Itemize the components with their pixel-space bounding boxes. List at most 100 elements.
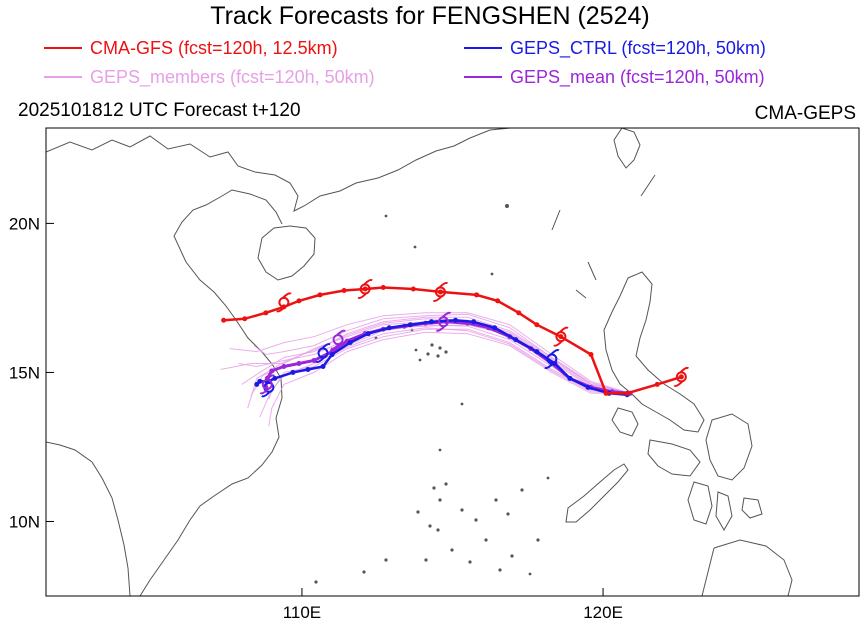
coastline-minor (551, 174, 656, 299)
x-tick-label-0: 110E (283, 603, 321, 622)
axis-ticks: 110E 120E 10N 15N 20N (9, 214, 623, 622)
geps-mean-typhoon-icon-0-arm-bottom (435, 325, 446, 332)
member-track-3 (268, 331, 631, 427)
track-layer (220, 278, 690, 427)
legend-label-geps-members: GEPS_members (fcst=120h, 50km) (90, 66, 375, 87)
member-track-6 (253, 313, 631, 394)
cma-gfs-typhoon-icon-1-arm-top (559, 326, 569, 333)
cma-gfs-point-15 (317, 292, 323, 298)
legend-cma-gfs: CMA-GFS (fcst=120h, 12.5km) (44, 36, 338, 60)
cma-gfs-point-5 (558, 334, 564, 340)
geps-ctrl-point-10 (428, 319, 434, 325)
legend-swatch-cma-gfs (44, 47, 82, 49)
geps-ctrl-point-9 (453, 317, 459, 323)
geo-layer (46, 128, 793, 596)
geps-mean-typhoon-icon-0 (435, 311, 452, 332)
geps-mean-typhoon-icon-1 (330, 329, 346, 350)
geps-ctrl-point-2 (585, 384, 591, 390)
geps-ctrl-point-17 (305, 366, 311, 372)
member-track-9 (247, 318, 631, 409)
geps-ctrl-point-11 (407, 322, 413, 328)
geps-ctrl-point-6 (513, 337, 519, 343)
cma-gfs-typhoon-icon-3 (357, 278, 373, 299)
cma-gfs-typhoon-icon-1-arm-bottom (553, 340, 563, 347)
coastline-leizhou (221, 189, 283, 225)
island-negros-cebu (687, 481, 733, 532)
geps-mean-typhoon-icon-2-arm-bottom (259, 388, 270, 395)
cma-gfs-point-4 (588, 352, 594, 358)
legend-geps-mean: GEPS_mean (fcst=120h, 50km) (464, 65, 765, 89)
geps-mean-typhoon-icon-1-arm-top (336, 329, 346, 336)
geps-mean-point-17 (296, 360, 302, 366)
island-taiwan (613, 128, 641, 169)
cma-gfs-point-0 (678, 374, 684, 380)
geps-ctrl-point-3 (567, 375, 573, 381)
geps-ctrl-point-16 (320, 363, 326, 369)
legend-swatch-geps-members (44, 76, 82, 78)
geps-ctrl-typhoon-icon-2-arm-top (550, 349, 560, 356)
coastline-gulf (46, 441, 131, 596)
y-tick-label-2: 20N (9, 214, 40, 233)
cma-gfs-point-3 (603, 390, 609, 396)
cma-gfs-point-12 (380, 284, 386, 290)
legend-label-geps-mean: GEPS_mean (fcst=120h, 50km) (510, 66, 765, 87)
island-mindoro (611, 407, 639, 437)
geps-mean-point-16 (311, 358, 317, 364)
island-palawan (565, 463, 629, 523)
cma-gfs-typhoon-icon-3-arm-bottom (357, 292, 367, 299)
cma-gfs-typhoon-icon-0-arm-top (679, 366, 690, 374)
legend-label-geps-ctrl: GEPS_CTRL (fcst=120h, 50km) (510, 37, 766, 58)
geps-mean-point-18 (281, 363, 287, 369)
legend-swatch-geps-mean (464, 76, 502, 78)
geps-ctrl-typhoon-icon-1-arm-top (267, 377, 277, 384)
member-track-2 (229, 312, 631, 394)
y-tick-label-0: 10N (9, 512, 40, 531)
cma-gfs-typhoon-icon-4-arm-top (282, 292, 292, 299)
member-track-7 (268, 327, 631, 400)
cma-gfs-point-10 (437, 289, 443, 295)
cma-gfs-typhoon-icon-0-arm-bottom (673, 380, 684, 387)
geps-mean-typhoon-icon-0-arm-top (441, 311, 452, 318)
geps-mean-typhoon-icon-2-arm-top (265, 374, 276, 381)
island-panay (647, 439, 701, 477)
cma-gfs-typhoon-icon-2 (432, 281, 449, 302)
geps-ctrl-point-8 (471, 319, 477, 325)
legend-geps-ctrl: GEPS_CTRL (fcst=120h, 50km) (464, 36, 766, 60)
island-scatter (314, 204, 550, 584)
cma-gfs-point-14 (341, 287, 347, 293)
cma-gfs-point-18 (263, 310, 269, 316)
cma-gfs-point-2 (624, 390, 630, 396)
cma-gfs-point-9 (474, 292, 480, 298)
cma-gfs-point-11 (410, 286, 416, 292)
geps-ctrl-point-7 (492, 325, 498, 331)
cma-gfs-point-13 (362, 286, 368, 292)
cma-gfs-typhoon-icon-3-arm-top (363, 278, 373, 286)
geps-ctrl-point-5 (534, 349, 540, 355)
geps-ctrl-typhoon-icon-0-arm-top (321, 343, 331, 350)
geps-ctrl-typhoon-icon-2-arm-bottom (544, 362, 554, 370)
legend-geps-members: GEPS_members (fcst=120h, 50km) (44, 65, 375, 89)
geps-ctrl-typhoon-icon-2 (544, 349, 560, 370)
geps-ctrl-point-15 (329, 352, 335, 358)
model-label: CMA-GEPS (754, 103, 856, 124)
cma-gfs-typhoon-icon-4-arm-bottom (276, 306, 286, 313)
y-tick-label-1: 15N (9, 363, 40, 382)
geps-ctrl-point-14 (347, 340, 353, 346)
island-samar-leyte (705, 413, 753, 481)
legend-swatch-geps-ctrl (464, 47, 502, 49)
cma-gfs-point-1 (654, 381, 660, 387)
geps-ctrl-track (255, 319, 628, 397)
island-hainan (257, 225, 316, 281)
cma-gfs-typhoon-icon-2-arm-bottom (432, 295, 443, 302)
cma-gfs-typhoon-icon-1 (553, 326, 569, 347)
cma-gfs-typhoon-icon-4 (276, 292, 292, 313)
island-luzon (603, 271, 705, 433)
geps-ctrl-point-18 (290, 369, 296, 375)
cma-gfs-track (223, 286, 682, 395)
member-track-4 (220, 321, 631, 394)
legend-label-cma-gfs: CMA-GFS (fcst=120h, 12.5km) (90, 37, 338, 58)
forecast-time-label: 2025101812 UTC Forecast t+120 (18, 100, 301, 121)
geps-ctrl-point-22 (254, 381, 260, 387)
island-bohol (741, 497, 763, 519)
